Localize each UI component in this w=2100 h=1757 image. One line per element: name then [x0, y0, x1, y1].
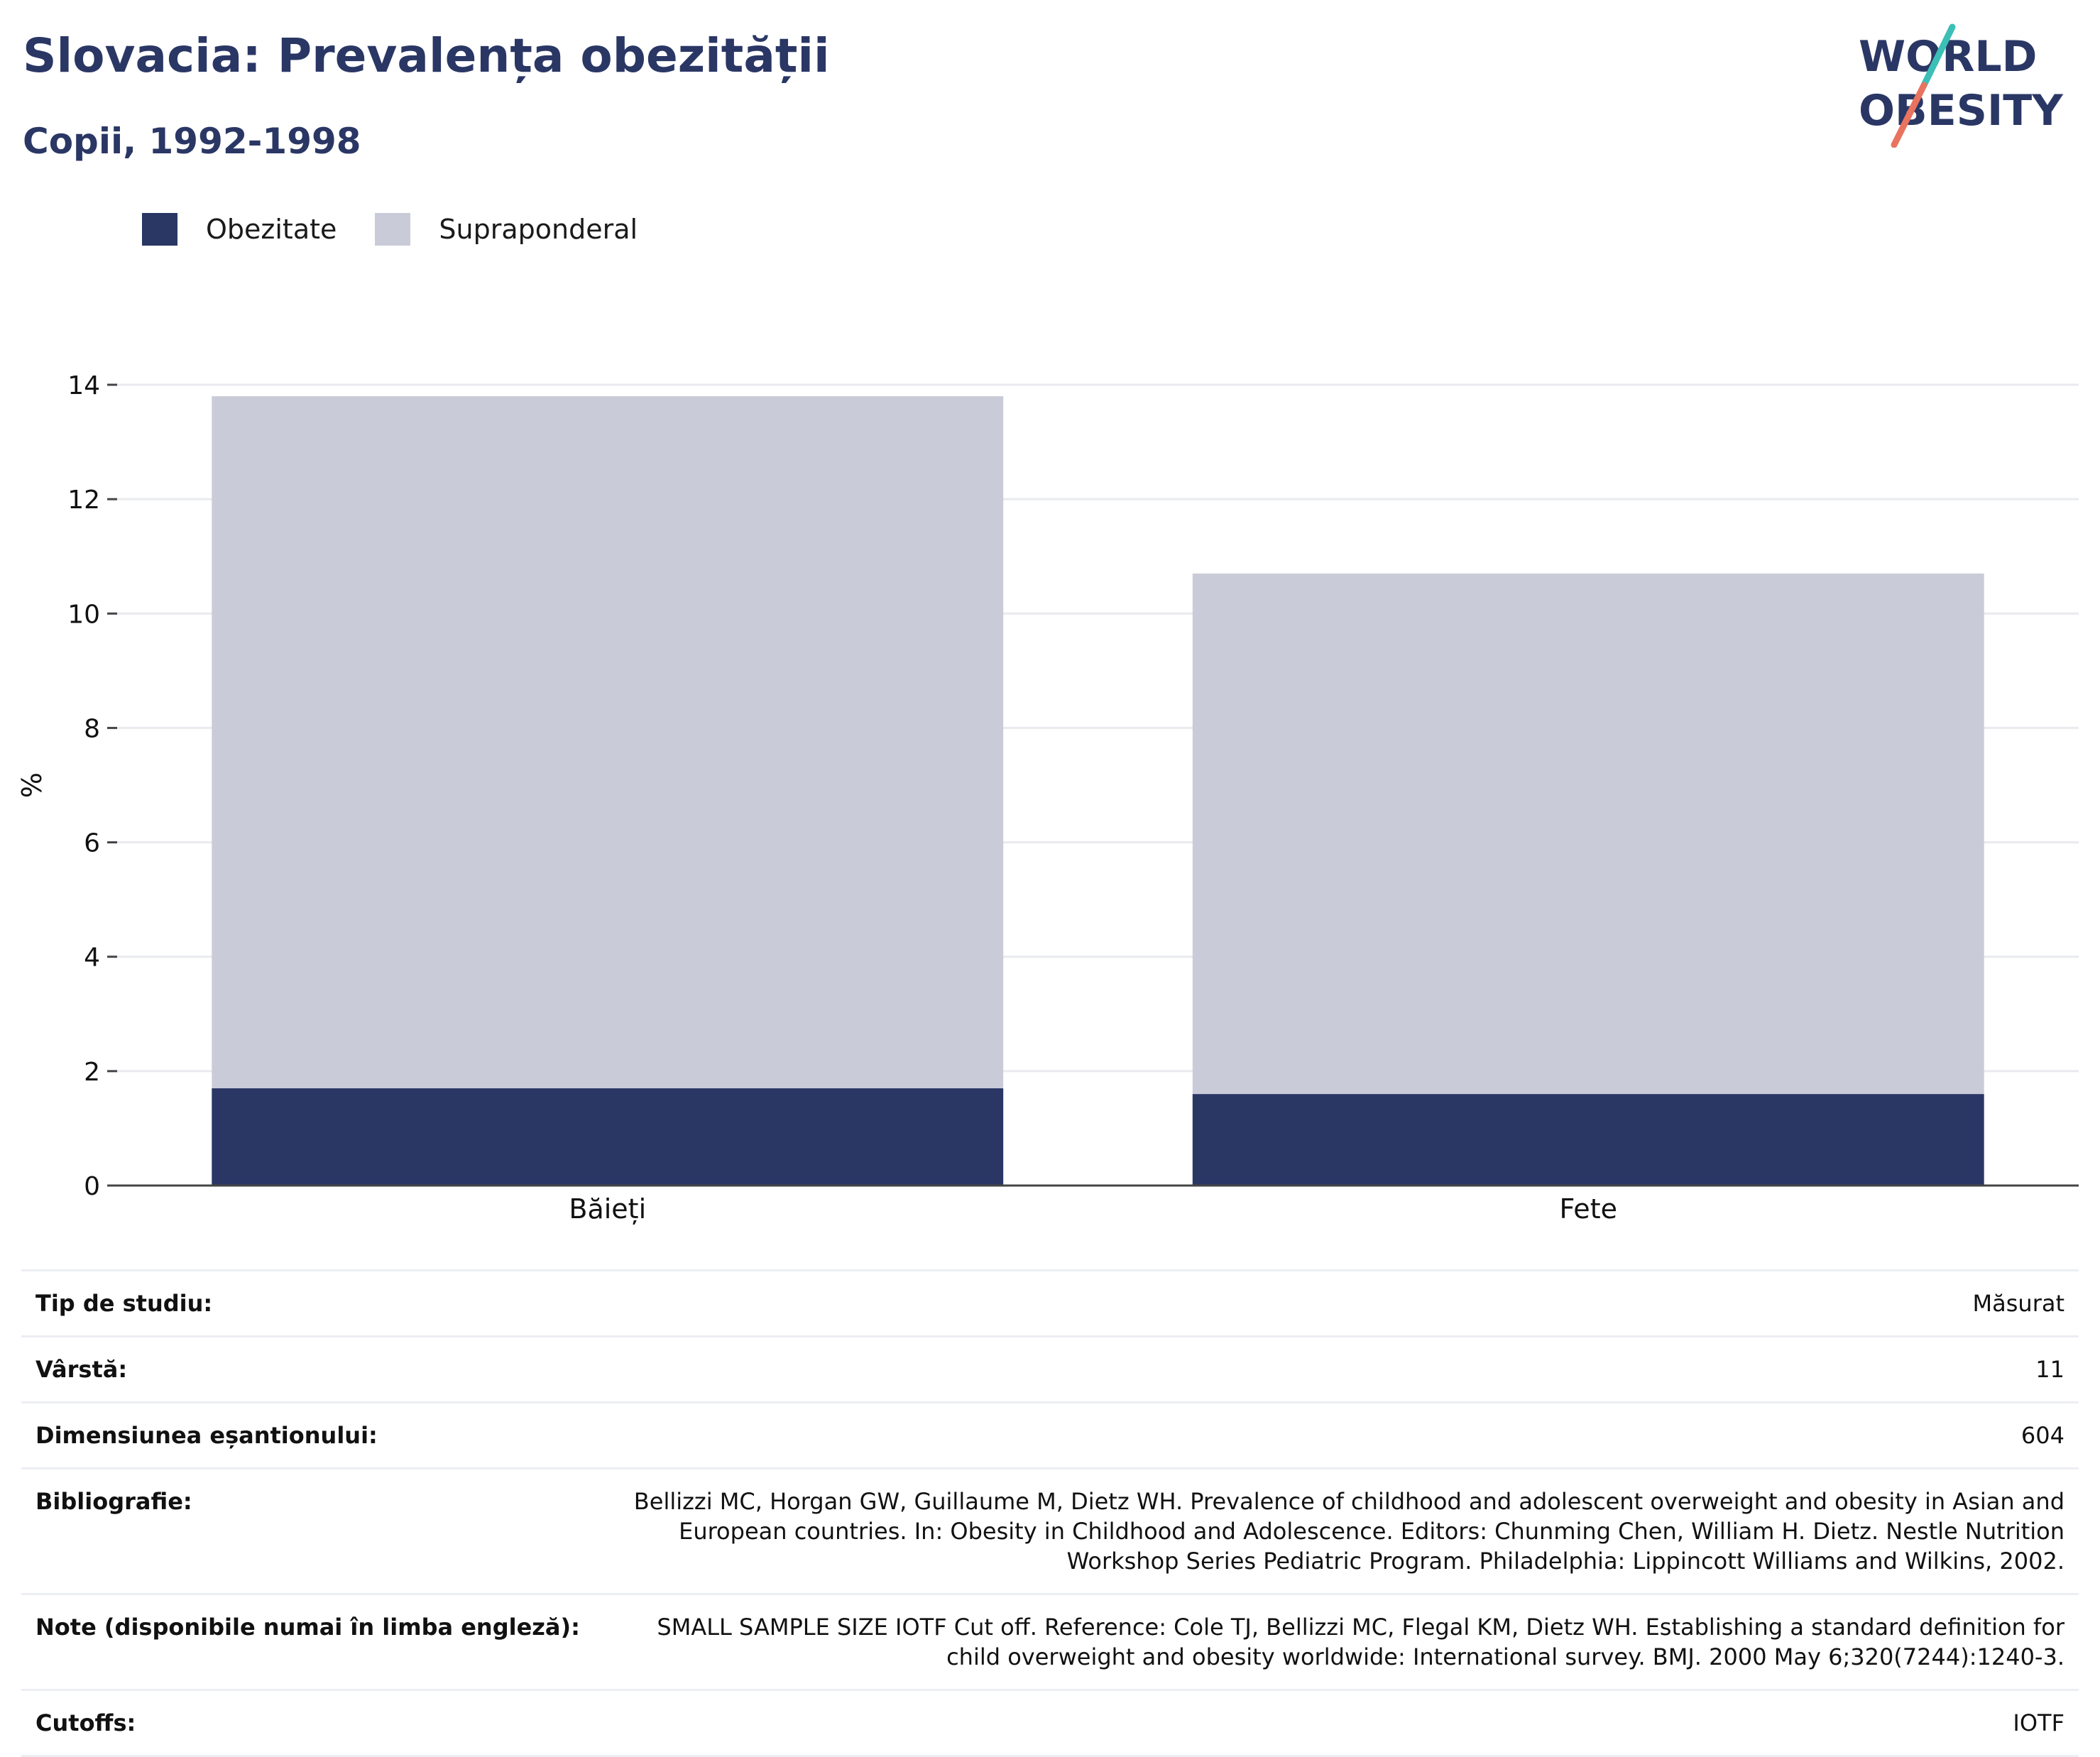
bar-supraponderal-2[interactable]	[1192, 573, 1984, 1095]
legend-swatch-supraponderal	[375, 213, 411, 246]
row-value: Bellizzi MC, Horgan GW, Guillaume M, Die…	[594, 1467, 2079, 1594]
y-tick-label: 4	[84, 943, 100, 973]
study-info-table: Tip de studiu: Măsurat Vârstă: 11 Dimens…	[21, 1269, 2079, 1757]
x-axis-ticks: Băieți Fete	[569, 1193, 1617, 1225]
table-row: Tip de studiu: Măsurat	[21, 1269, 2079, 1337]
row-key: Dimensiunea eșantionului:	[21, 1401, 594, 1469]
row-value: 11	[594, 1335, 2079, 1403]
bars	[212, 396, 1984, 1186]
logo-slash-coral	[1891, 82, 1927, 148]
bar-obezitate-1[interactable]	[212, 1088, 1004, 1186]
legend-swatch-obezitate	[142, 213, 177, 246]
logo-slash-teal	[1920, 23, 1956, 89]
legend-label: Supraponderal	[439, 214, 638, 245]
x-tick-label: Băieți	[569, 1193, 646, 1225]
y-tick-label: 2	[84, 1058, 100, 1087]
bar-supraponderal-1[interactable]	[212, 396, 1004, 1089]
y-tick-label: 6	[84, 829, 100, 858]
y-axis-ticks: 0 2 4 6 8 10 12 14	[67, 371, 117, 1201]
y-tick-label: 12	[67, 486, 100, 515]
y-axis-label: %	[16, 772, 48, 798]
y-tick-label: 10	[67, 600, 100, 629]
chart-title: Slovacia: Prevalența obezității	[23, 28, 830, 83]
bar-obezitate-2[interactable]	[1192, 1094, 1984, 1186]
bar-chart: 0 2 4 6 8 10 12 14 Băieți Fete %	[16, 371, 2079, 1225]
y-tick-label: 8	[84, 714, 100, 743]
table-row: Dimensiunea eșantionului: 604	[21, 1401, 2079, 1469]
table-row: Vârstă: 11	[21, 1335, 2079, 1403]
row-key: Tip de studiu:	[21, 1269, 594, 1337]
row-key: Note (disponibile numai în limba engleză…	[21, 1593, 594, 1690]
table-row: Cutoffs: IOTF	[21, 1689, 2079, 1757]
row-value: IOTF	[594, 1689, 2079, 1757]
legend: Obezitate Supraponderal	[142, 213, 676, 246]
logo-text-obesity: OBESITY	[1859, 86, 2064, 136]
table-row: Bibliografie: Bellizzi MC, Horgan GW, Gu…	[21, 1467, 2079, 1594]
row-value: 604	[594, 1401, 2079, 1469]
legend-label: Obezitate	[206, 214, 337, 245]
table-row: Note (disponibile numai în limba engleză…	[21, 1593, 2079, 1690]
x-tick-label: Fete	[1560, 1193, 1617, 1225]
row-key: Cutoffs:	[21, 1689, 594, 1757]
legend-item-supraponderal[interactable]: Supraponderal	[375, 213, 638, 246]
row-key: Vârstă:	[21, 1335, 594, 1403]
row-key: Bibliografie:	[21, 1467, 594, 1594]
chart-subtitle: Copii, 1992-1998	[23, 121, 361, 162]
row-value: SMALL SAMPLE SIZE IOTF Cut off. Referenc…	[594, 1593, 2079, 1690]
y-tick-label: 14	[67, 371, 100, 400]
legend-item-obezitate[interactable]: Obezitate	[142, 213, 337, 246]
row-value: Măsurat	[594, 1269, 2079, 1337]
world-obesity-logo: WORLD OBESITY	[1859, 23, 2064, 148]
y-tick-label: 0	[84, 1172, 100, 1201]
